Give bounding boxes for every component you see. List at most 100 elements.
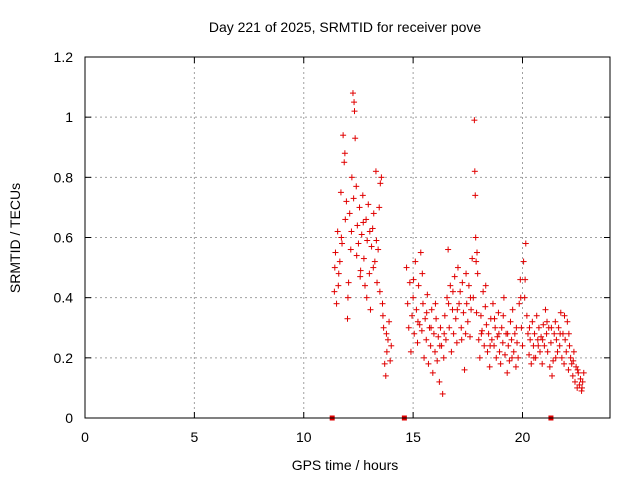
data-point — [456, 300, 463, 307]
y-tick-label: 0 — [65, 410, 73, 426]
data-point — [442, 336, 449, 343]
data-point — [446, 324, 453, 331]
data-point — [567, 354, 574, 361]
data-point — [552, 354, 559, 361]
data-point — [535, 324, 542, 331]
data-point — [425, 360, 432, 367]
data-point — [376, 204, 383, 211]
data-point — [369, 225, 376, 232]
data-point — [448, 348, 455, 355]
data-point — [574, 366, 581, 373]
data-point — [357, 267, 364, 274]
data-point — [575, 369, 582, 376]
data-point — [544, 318, 550, 325]
x-tick-label: 20 — [515, 429, 531, 445]
x-axis-label: GPS time / hours — [292, 457, 399, 473]
data-point — [370, 210, 377, 217]
data-point — [333, 300, 340, 307]
data-point — [459, 279, 466, 286]
data-point — [508, 336, 515, 343]
data-point — [528, 360, 535, 367]
data-point — [351, 99, 358, 106]
data-point — [376, 288, 383, 295]
data-point — [338, 234, 345, 241]
data-point — [430, 330, 437, 337]
data-point — [375, 246, 382, 253]
data-point — [421, 354, 428, 361]
data-point — [454, 264, 461, 271]
data-point — [481, 342, 488, 349]
data-point — [512, 363, 519, 370]
data-point — [473, 309, 480, 316]
data-point — [549, 372, 556, 379]
data-point — [511, 330, 518, 337]
data-point — [547, 339, 554, 346]
data-point — [467, 294, 474, 301]
data-point — [477, 312, 484, 319]
data-point — [447, 282, 454, 289]
y-tick-label: 1.2 — [54, 49, 74, 65]
data-point — [491, 315, 498, 322]
data-point — [570, 348, 577, 355]
data-point — [510, 348, 517, 355]
data-point — [416, 321, 423, 328]
data-point — [535, 342, 542, 349]
chart-title: Day 221 of 2025, SRMTID for receiver pov… — [209, 19, 482, 35]
data-point — [561, 312, 568, 319]
data-point — [504, 330, 511, 337]
data-point — [419, 270, 426, 277]
data-point — [461, 366, 468, 373]
data-point — [331, 264, 338, 271]
data-point — [498, 324, 505, 331]
data-point — [334, 228, 341, 235]
data-point — [364, 237, 371, 244]
data-point — [445, 246, 452, 253]
data-point — [419, 300, 426, 307]
data-point — [541, 342, 548, 349]
data-point — [539, 360, 546, 367]
data-point — [500, 312, 507, 319]
data-point — [348, 228, 355, 235]
data-point — [381, 360, 388, 367]
data-point — [526, 351, 533, 358]
data-point — [370, 264, 377, 271]
data-point — [358, 231, 365, 238]
data-point — [527, 336, 534, 343]
data-point — [415, 282, 422, 289]
data-point — [558, 354, 565, 361]
data-point — [485, 330, 492, 337]
data-point — [348, 174, 355, 181]
data-point — [538, 333, 545, 340]
data-point — [467, 333, 473, 340]
data-point — [432, 300, 439, 307]
data-point — [492, 324, 499, 331]
data-point — [345, 279, 352, 286]
data-point — [336, 258, 343, 265]
data-point — [531, 330, 538, 337]
data-point — [360, 255, 367, 262]
data-point — [465, 282, 472, 289]
data-point — [478, 330, 485, 337]
data-point — [576, 381, 583, 388]
data-point — [414, 318, 421, 325]
data-point — [371, 258, 378, 265]
data-points — [331, 90, 587, 397]
data-point — [530, 354, 537, 361]
data-point — [339, 240, 346, 247]
data-point — [471, 117, 478, 124]
data-point — [407, 348, 414, 355]
data-point — [504, 369, 511, 376]
data-point — [561, 360, 568, 367]
data-point — [552, 318, 559, 325]
data-point — [486, 363, 493, 370]
data-point — [502, 351, 508, 358]
data-point — [335, 282, 342, 289]
data-point — [423, 336, 430, 343]
data-point — [488, 336, 495, 343]
data-point — [435, 333, 442, 340]
data-point — [406, 279, 413, 286]
data-point — [368, 243, 375, 250]
data-point — [449, 288, 456, 295]
data-point — [557, 309, 564, 316]
data-point — [335, 270, 342, 277]
